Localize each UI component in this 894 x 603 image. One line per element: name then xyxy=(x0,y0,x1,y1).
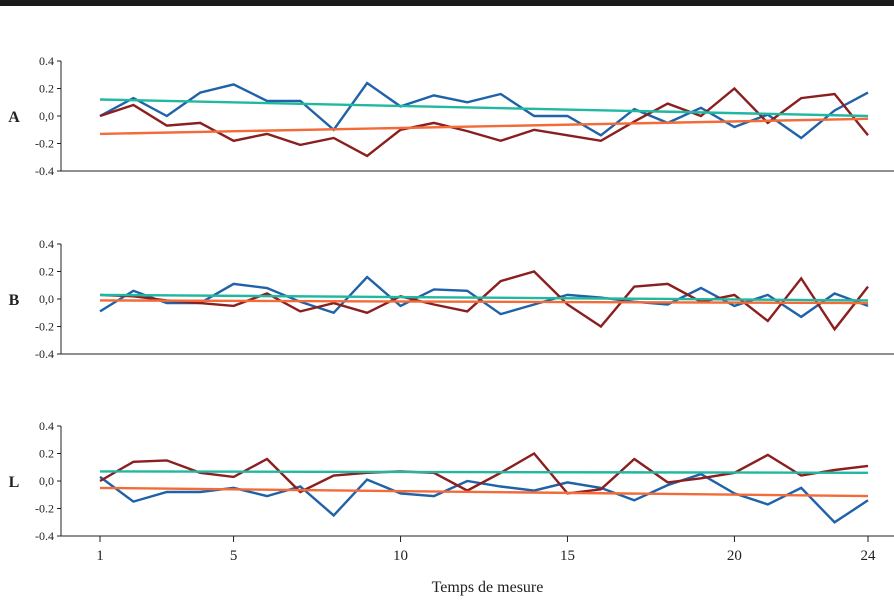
y-tick-label: -0.4 xyxy=(35,347,54,361)
trend-line xyxy=(99,117,869,136)
y-tick-label: 0,0 xyxy=(39,474,54,488)
y-tick-label: -0.2 xyxy=(35,320,54,334)
y-tick-label: -0.4 xyxy=(35,164,54,178)
series-line xyxy=(99,86,869,158)
y-tick-label: 0.2 xyxy=(39,447,54,461)
y-tick-label: 0.4 xyxy=(39,54,54,68)
x-tick-label: 20 xyxy=(727,548,742,564)
y-tick-label: 0.4 xyxy=(39,419,54,433)
x-tick-label: 24 xyxy=(861,548,877,564)
x-tick-label: 1 xyxy=(96,548,104,564)
y-tick-label: 0.4 xyxy=(39,237,54,251)
y-tick-label: 0,0 xyxy=(39,292,54,306)
y-tick-label: 0.2 xyxy=(39,265,54,279)
y-tick-label: 0.2 xyxy=(39,82,54,96)
x-tick-label: 5 xyxy=(230,548,238,564)
x-axis-title: Temps de mesure xyxy=(432,579,544,596)
trend-line xyxy=(99,98,869,118)
trend-line xyxy=(99,299,869,305)
trend-line xyxy=(99,470,869,474)
series-line xyxy=(99,81,869,140)
trend-line xyxy=(99,293,869,302)
panel-label: A xyxy=(8,109,20,126)
x-tick-label: 15 xyxy=(560,548,575,564)
panel-label: B xyxy=(9,292,20,309)
trend-line xyxy=(99,486,869,498)
top-rule xyxy=(0,0,894,6)
y-tick-label: -0.2 xyxy=(35,137,54,151)
y-tick-label: 0,0 xyxy=(39,109,54,123)
panel-label: L xyxy=(9,474,20,491)
y-tick-label: -0.4 xyxy=(35,529,54,543)
series-line xyxy=(99,451,869,495)
x-tick-label: 10 xyxy=(393,548,408,564)
y-tick-label: -0.2 xyxy=(35,502,54,516)
